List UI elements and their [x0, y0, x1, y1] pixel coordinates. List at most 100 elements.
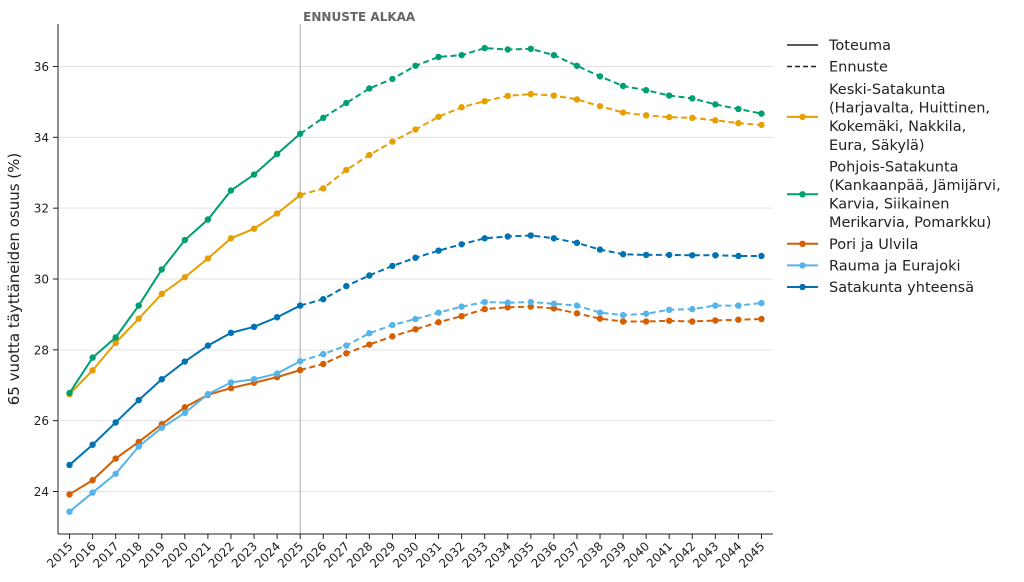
data-point: [227, 329, 235, 337]
data-point: [112, 470, 119, 477]
legend-label: Keski-Satakunta (Harjavalta, Huittinen, Ko…: [829, 82, 990, 154]
data-point: [642, 112, 650, 119]
legend-label: Ennuste: [829, 60, 888, 76]
data-point: [666, 251, 673, 259]
data-point: [666, 306, 673, 314]
data-point: [66, 461, 73, 469]
data-point: [481, 305, 488, 313]
x-tick-label: 2018: [113, 539, 144, 570]
forecast-label: ENNUSTE ALKAA: [303, 10, 416, 24]
data-point: [527, 298, 535, 306]
x-tick-label: 2045: [736, 539, 767, 570]
data-point: [343, 350, 350, 357]
data-point: [296, 357, 304, 365]
data-point: [550, 92, 558, 99]
data-point: [89, 354, 96, 361]
x-tick-label: 2020: [159, 539, 190, 570]
data-point: [343, 282, 350, 290]
legend-label-line: Satakunta yhteensä: [829, 280, 974, 296]
data-point: [158, 290, 165, 298]
data-point: [666, 113, 673, 121]
data-point: [227, 235, 235, 242]
data-point: [343, 166, 350, 174]
gridlines: [58, 66, 773, 492]
data-point: [527, 45, 535, 52]
legend-label-line: Rauma ja Eurajoki: [829, 258, 961, 274]
legend-label-line: Eura, Säkylä): [829, 138, 925, 154]
data-point: [320, 114, 327, 122]
data-point: [89, 367, 96, 374]
series-line-actual: [68, 360, 301, 513]
x-tick-label: 2042: [667, 539, 698, 570]
data-point: [66, 491, 73, 498]
data-point: [389, 262, 396, 270]
legend-marker: [799, 283, 806, 291]
data-point: [642, 318, 650, 325]
legend-label-line: (Harjavalta, Huittinen,: [829, 101, 990, 117]
legend-label: Pohjois-Satakunta (Kankaanpää, Jämijärvi,…: [829, 159, 1001, 231]
series: [66, 303, 765, 498]
x-tick-label: 2022: [206, 539, 237, 570]
data-point: [712, 302, 719, 309]
data-point: [758, 110, 765, 117]
data-point: [296, 366, 304, 374]
data-point: [758, 121, 765, 129]
y-tick-label: 32: [34, 202, 49, 216]
forecast-marker: ENNUSTE ALKAA: [299, 10, 416, 534]
y-tick-label: 36: [34, 60, 49, 74]
legend-label-line: Pori ja Ulvila: [829, 237, 918, 253]
x-tick-label: 2017: [90, 539, 121, 570]
data-point: [573, 62, 581, 69]
data-point: [412, 126, 419, 133]
series-group: [66, 44, 765, 515]
data-point: [666, 92, 673, 99]
data-point: [735, 316, 742, 323]
data-point: [573, 310, 581, 317]
data-point: [89, 441, 96, 448]
data-point: [135, 315, 142, 322]
x-tick-label: 2021: [183, 539, 214, 570]
data-point: [481, 98, 488, 105]
data-point: [320, 295, 327, 303]
data-point: [366, 151, 373, 159]
data-point: [758, 315, 765, 323]
legend-label-line: (Kankaanpää, Jämijärvi,: [829, 178, 1001, 194]
data-point: [481, 44, 488, 52]
legend-marker: [799, 240, 806, 247]
data-point: [227, 379, 235, 386]
data-point: [250, 323, 258, 331]
x-tick-label: 2029: [367, 539, 398, 570]
legend-item: Pori ja Ulvila: [787, 237, 918, 253]
x-tick-label: 2034: [482, 539, 513, 570]
x-tick-label: 2015: [44, 539, 75, 570]
data-point: [573, 302, 581, 309]
x-tick-label: 2028: [344, 539, 375, 570]
data-point: [550, 235, 558, 242]
series: [66, 44, 765, 397]
data-point: [181, 404, 189, 411]
data-point: [689, 305, 696, 313]
y-tick-label: 30: [34, 273, 49, 287]
data-point: [181, 358, 189, 365]
y-tick-label: 34: [34, 131, 49, 145]
legend-item: Satakunta yhteensä: [787, 280, 974, 296]
data-point: [642, 251, 650, 259]
series-line-actual: [68, 133, 301, 394]
data-point: [181, 236, 189, 244]
data-point: [366, 85, 373, 92]
data-point: [204, 255, 212, 262]
data-point: [250, 225, 258, 232]
data-point: [66, 508, 73, 515]
y-tick-label: 28: [34, 343, 49, 357]
data-point: [204, 390, 212, 398]
data-point: [619, 109, 627, 116]
data-point: [619, 311, 627, 319]
data-point: [227, 187, 235, 194]
data-point: [320, 185, 327, 192]
data-point: [204, 216, 212, 223]
data-point: [435, 319, 442, 326]
data-point: [458, 51, 465, 59]
data-point: [273, 210, 281, 217]
data-point: [596, 315, 604, 322]
data-point: [412, 326, 419, 333]
